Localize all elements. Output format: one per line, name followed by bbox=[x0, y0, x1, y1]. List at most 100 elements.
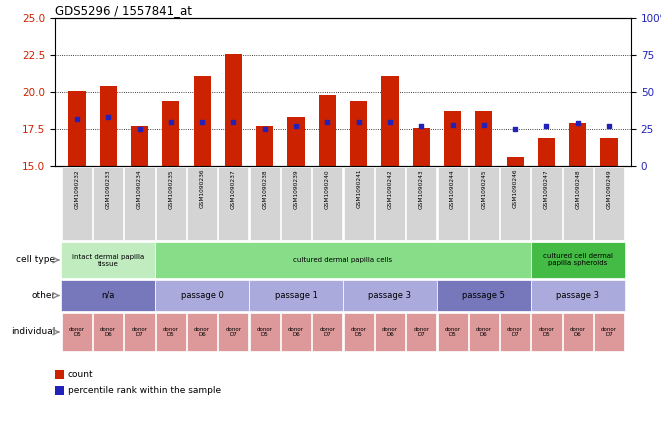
Point bbox=[71, 115, 82, 122]
Text: donor
D7: donor D7 bbox=[132, 327, 147, 338]
Text: GSM1090237: GSM1090237 bbox=[231, 169, 236, 209]
FancyBboxPatch shape bbox=[344, 313, 373, 351]
Text: GSM1090239: GSM1090239 bbox=[293, 169, 299, 209]
Bar bbox=[444, 111, 461, 166]
FancyBboxPatch shape bbox=[563, 167, 593, 240]
Text: donor
D6: donor D6 bbox=[100, 327, 116, 338]
FancyBboxPatch shape bbox=[61, 280, 155, 311]
Text: GSM1090248: GSM1090248 bbox=[575, 169, 580, 209]
Bar bbox=[288, 117, 305, 166]
Text: GSM1090232: GSM1090232 bbox=[75, 169, 79, 209]
Text: percentile rank within the sample: percentile rank within the sample bbox=[68, 386, 221, 395]
Text: passage 5: passage 5 bbox=[463, 291, 505, 300]
FancyBboxPatch shape bbox=[375, 167, 405, 240]
Text: GSM1090238: GSM1090238 bbox=[262, 169, 267, 209]
Bar bbox=[162, 101, 179, 166]
Point bbox=[354, 118, 364, 125]
Text: cultured cell dermal
papilla spheroids: cultured cell dermal papilla spheroids bbox=[543, 253, 613, 266]
Text: GSM1090234: GSM1090234 bbox=[137, 169, 142, 209]
Text: cultured dermal papilla cells: cultured dermal papilla cells bbox=[293, 257, 393, 263]
Text: GSM1090242: GSM1090242 bbox=[387, 169, 393, 209]
Text: GSM1090243: GSM1090243 bbox=[419, 169, 424, 209]
Point bbox=[228, 118, 239, 125]
FancyBboxPatch shape bbox=[93, 313, 123, 351]
FancyBboxPatch shape bbox=[469, 313, 499, 351]
FancyBboxPatch shape bbox=[124, 313, 155, 351]
FancyBboxPatch shape bbox=[407, 167, 436, 240]
FancyBboxPatch shape bbox=[156, 167, 186, 240]
Text: passage 3: passage 3 bbox=[368, 291, 411, 300]
Text: GSM1090245: GSM1090245 bbox=[481, 169, 486, 209]
Bar bbox=[55, 370, 64, 379]
Text: GSM1090246: GSM1090246 bbox=[513, 169, 518, 209]
FancyBboxPatch shape bbox=[563, 313, 593, 351]
Bar bbox=[100, 86, 117, 166]
Text: GSM1090247: GSM1090247 bbox=[544, 169, 549, 209]
FancyBboxPatch shape bbox=[594, 167, 624, 240]
Bar bbox=[506, 157, 524, 166]
FancyBboxPatch shape bbox=[93, 167, 123, 240]
Text: GSM1090240: GSM1090240 bbox=[325, 169, 330, 209]
Point bbox=[603, 123, 614, 129]
Text: GSM1090235: GSM1090235 bbox=[169, 169, 173, 209]
Text: passage 1: passage 1 bbox=[274, 291, 317, 300]
Text: n/a: n/a bbox=[102, 291, 115, 300]
FancyBboxPatch shape bbox=[500, 167, 530, 240]
FancyBboxPatch shape bbox=[62, 167, 92, 240]
Bar bbox=[600, 138, 617, 166]
Bar bbox=[569, 123, 586, 166]
Text: GSM1090249: GSM1090249 bbox=[607, 169, 611, 209]
Bar bbox=[412, 127, 430, 166]
Point bbox=[103, 114, 114, 121]
FancyBboxPatch shape bbox=[281, 313, 311, 351]
FancyBboxPatch shape bbox=[531, 242, 625, 278]
FancyBboxPatch shape bbox=[250, 313, 280, 351]
Text: donor
D6: donor D6 bbox=[476, 327, 492, 338]
FancyBboxPatch shape bbox=[375, 313, 405, 351]
Text: donor
D7: donor D7 bbox=[601, 327, 617, 338]
Text: donor
D6: donor D6 bbox=[194, 327, 210, 338]
FancyBboxPatch shape bbox=[438, 313, 467, 351]
FancyBboxPatch shape bbox=[62, 313, 92, 351]
Text: donor
D7: donor D7 bbox=[413, 327, 429, 338]
Bar bbox=[55, 386, 64, 395]
Bar bbox=[319, 95, 336, 166]
FancyBboxPatch shape bbox=[187, 313, 217, 351]
Bar bbox=[538, 138, 555, 166]
Text: donor
D5: donor D5 bbox=[69, 327, 85, 338]
FancyBboxPatch shape bbox=[281, 167, 311, 240]
FancyBboxPatch shape bbox=[343, 280, 437, 311]
FancyBboxPatch shape bbox=[124, 167, 155, 240]
Text: individual: individual bbox=[11, 327, 56, 337]
FancyBboxPatch shape bbox=[531, 280, 625, 311]
Text: donor
D7: donor D7 bbox=[225, 327, 241, 338]
Point bbox=[197, 118, 208, 125]
Point bbox=[260, 126, 270, 132]
FancyBboxPatch shape bbox=[155, 242, 531, 278]
FancyBboxPatch shape bbox=[344, 167, 373, 240]
FancyBboxPatch shape bbox=[500, 313, 530, 351]
Text: donor
D7: donor D7 bbox=[319, 327, 335, 338]
Point bbox=[479, 121, 489, 128]
FancyBboxPatch shape bbox=[531, 167, 561, 240]
Text: donor
D7: donor D7 bbox=[507, 327, 523, 338]
Bar bbox=[131, 126, 148, 166]
FancyBboxPatch shape bbox=[187, 167, 217, 240]
Text: GDS5296 / 1557841_at: GDS5296 / 1557841_at bbox=[55, 4, 192, 17]
Bar bbox=[350, 101, 368, 166]
Point bbox=[291, 123, 301, 129]
FancyBboxPatch shape bbox=[438, 167, 467, 240]
Text: donor
D5: donor D5 bbox=[163, 327, 179, 338]
Point bbox=[510, 126, 520, 132]
FancyBboxPatch shape bbox=[312, 167, 342, 240]
Point bbox=[322, 118, 332, 125]
Text: other: other bbox=[31, 291, 56, 300]
Text: donor
D6: donor D6 bbox=[288, 327, 304, 338]
Text: donor
D5: donor D5 bbox=[539, 327, 555, 338]
Bar bbox=[68, 91, 85, 166]
FancyBboxPatch shape bbox=[218, 167, 249, 240]
FancyBboxPatch shape bbox=[250, 167, 280, 240]
Bar bbox=[194, 76, 211, 166]
Text: count: count bbox=[68, 370, 94, 379]
Point bbox=[134, 126, 145, 132]
